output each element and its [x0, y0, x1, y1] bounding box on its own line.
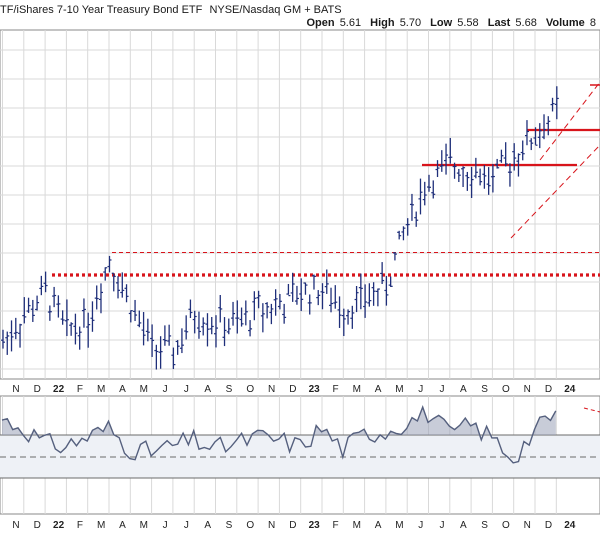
x-tick-label: O — [502, 520, 510, 531]
trend-channel-lower — [510, 144, 600, 239]
x-tick-label: M — [353, 384, 361, 395]
x-tick-label: D — [34, 520, 41, 531]
x-tick-label: A — [460, 520, 467, 531]
x-tick-label: N — [524, 520, 531, 531]
x-tick-label: 24 — [564, 384, 576, 395]
x-tick-label: 23 — [309, 520, 321, 531]
x-tick-label: J — [184, 520, 189, 531]
x-tick-label: J — [440, 520, 445, 531]
x-tick-label: N — [12, 520, 19, 531]
x-tick-label: J — [163, 384, 168, 395]
x-tick-label: F — [77, 384, 83, 395]
price-panel-frame — [0, 29, 600, 380]
x-tick-label: M — [395, 384, 403, 395]
x-tick-label: A — [460, 384, 467, 395]
x-tick-label: J — [418, 520, 423, 531]
x-tick-label: 24 — [564, 520, 576, 531]
x-axis-bottom: N D 22 F M A M J J A S O N D 23 F M A M J J A S O N D 24 — [12, 520, 575, 531]
x-tick-label: A — [204, 520, 211, 531]
x-tick-label: M — [353, 520, 361, 531]
indicator-trendline — [583, 407, 600, 413]
symbol-title: TF/iShares 7-10 Year Treasury Bond ETF N… — [0, 4, 342, 16]
x-tick-label: D — [289, 384, 296, 395]
price-panel — [0, 29, 600, 380]
indicator-line — [1, 405, 557, 464]
x-tick-label: 23 — [309, 384, 321, 395]
trend-channel-upper — [539, 81, 600, 161]
x-tick-label: S — [481, 384, 488, 395]
x-tick-label: D — [545, 384, 552, 395]
x-axis-top: N D 22 F M A M J J A S O N D 23 F M A M J J A S O N D 24 — [12, 384, 575, 395]
x-tick-label: N — [524, 384, 531, 395]
quote-readout: Open 5.61 High 5.70 Low 5.58 Last 5.68 V… — [307, 17, 597, 29]
x-tick-label: M — [97, 520, 105, 531]
x-tick-label: J — [163, 520, 168, 531]
indicator-overbought-fill — [2, 407, 556, 435]
x-tick-label: A — [119, 520, 126, 531]
x-tick-label: J — [418, 384, 423, 395]
x-tick-label: N — [12, 384, 19, 395]
x-tick-label: J — [184, 384, 189, 395]
price-bars — [1, 86, 559, 370]
x-tick-label: 22 — [53, 520, 65, 531]
x-tick-label: F — [77, 520, 83, 531]
x-tick-label: F — [332, 384, 338, 395]
x-tick-label: N — [268, 384, 275, 395]
x-tick-label: D — [289, 520, 296, 531]
indicator-plot — [1, 405, 600, 464]
price-grid — [0, 30, 600, 379]
indicator-grid — [0, 396, 600, 514]
x-tick-label: J — [440, 384, 445, 395]
x-tick-label: S — [226, 520, 233, 531]
x-tick-label: M — [395, 520, 403, 531]
x-tick-label: O — [502, 384, 510, 395]
x-tick-label: 22 — [53, 384, 65, 395]
chart-header: TF/iShares 7-10 Year Treasury Bond ETF N… — [0, 4, 596, 29]
x-tick-label: N — [268, 520, 275, 531]
x-tick-label: D — [545, 520, 552, 531]
x-tick-label: M — [97, 384, 105, 395]
x-tick-label: S — [481, 520, 488, 531]
x-tick-label: F — [332, 520, 338, 531]
x-tick-label: M — [140, 520, 148, 531]
x-tick-label: A — [375, 520, 382, 531]
x-tick-label: A — [204, 384, 211, 395]
x-tick-label: A — [119, 384, 126, 395]
x-tick-label: M — [140, 384, 148, 395]
indicator-panel — [0, 395, 600, 515]
x-tick-label: S — [226, 384, 233, 395]
x-tick-label: O — [246, 520, 254, 531]
x-tick-label: A — [375, 384, 382, 395]
x-tick-label: O — [246, 384, 254, 395]
x-tick-label: D — [34, 384, 41, 395]
